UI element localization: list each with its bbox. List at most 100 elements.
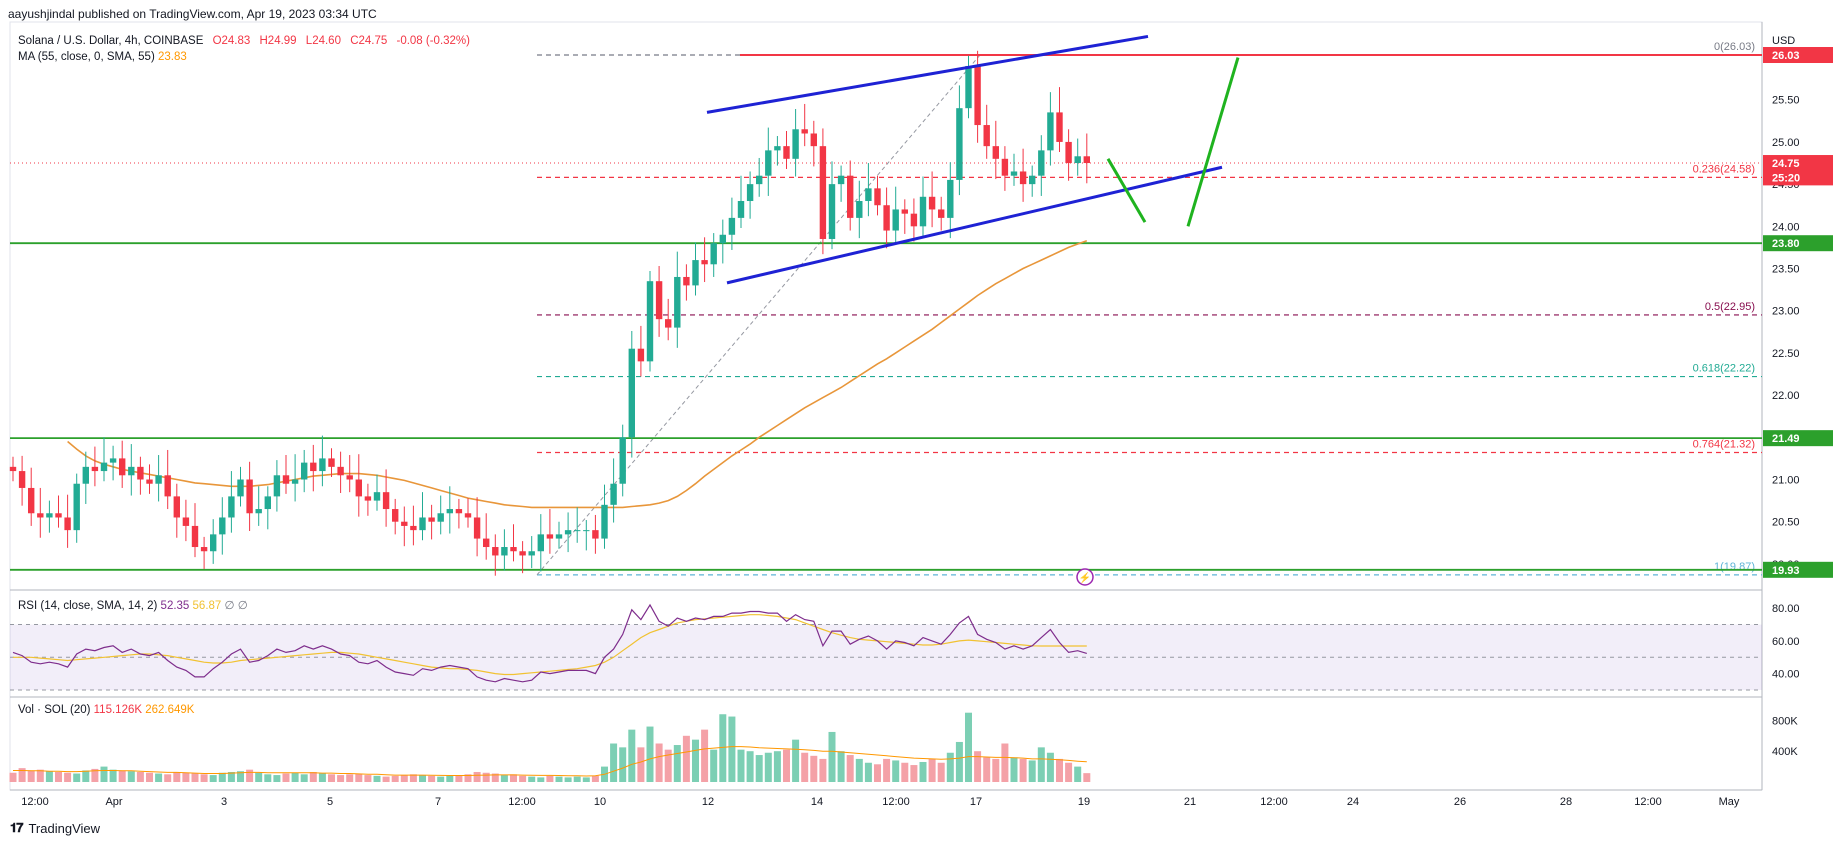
volume-bar (946, 752, 954, 782)
candle-body (737, 201, 745, 218)
volume-bar (673, 745, 681, 782)
volume-bar (992, 758, 1000, 782)
volume-bar (164, 774, 172, 782)
high-value: H24.99 (259, 35, 297, 47)
price-axis-badge (1763, 430, 1833, 447)
volume-bar (955, 741, 963, 782)
volume-bar (528, 776, 536, 782)
rsi-value: 52.35 (160, 600, 190, 612)
volume-bar (264, 774, 272, 782)
time-tick-label: 12:00 (508, 796, 536, 808)
candle-body (710, 243, 717, 265)
candle-body (1029, 175, 1036, 185)
fib-level-label: 0(26.03) (1714, 41, 1755, 53)
candle-body (437, 513, 444, 522)
time-tick-label: 26 (1454, 796, 1466, 808)
price-tick-label: 22.00 (1772, 390, 1800, 402)
volume-bar (118, 770, 126, 782)
price-tick-label: 23.00 (1772, 306, 1800, 318)
rsi-legend: RSI (14, close, SMA, 14, 2) 52.35 56.87 … (18, 598, 248, 612)
open-value: O24.83 (212, 35, 251, 47)
time-tick-label: 21 (1184, 796, 1196, 808)
candle-body (64, 517, 71, 531)
volume-bar (27, 770, 35, 782)
time-tick-label: 12 (702, 796, 714, 808)
price-axis-badge-label: 19.93 (1772, 565, 1800, 577)
volume-label: Vol · SOL (20) (18, 704, 91, 716)
volume-bar (1019, 758, 1027, 782)
volume-bar (500, 775, 508, 782)
volume-bar (919, 761, 927, 782)
volume-bar (45, 771, 53, 782)
rsi-line (12, 603, 1087, 683)
tradingview-footer[interactable]: 𝟏𝟕 TradingView (10, 820, 100, 836)
candle-body (146, 479, 153, 484)
candle-body (810, 133, 817, 147)
volume-bar (619, 747, 627, 782)
volume-bar (974, 751, 982, 782)
candle-body (928, 196, 936, 210)
volume-bar (246, 769, 254, 782)
candle-body (219, 517, 226, 535)
volume-bar (591, 775, 599, 782)
candle-body (992, 146, 999, 159)
volume-bar (437, 776, 445, 782)
candle-body (1074, 156, 1081, 164)
volume-bar (546, 775, 554, 782)
volume-ma-value: 262.649K (145, 704, 195, 716)
volume-bar (910, 765, 918, 782)
candle-body (291, 479, 299, 484)
volume-bar (464, 774, 472, 782)
lightning-event-icon (1076, 568, 1094, 586)
candle-body (938, 209, 945, 218)
time-tick-label: 12:00 (21, 796, 49, 808)
candle-body (9, 466, 17, 472)
candle-body (983, 125, 990, 147)
candle-body (765, 150, 772, 176)
price-tick-label: 21.00 (1772, 475, 1800, 487)
volume-bar (746, 751, 754, 782)
volume-bar (610, 743, 618, 782)
price-tick-label: 25.50 (1772, 95, 1800, 107)
candle-body (628, 348, 635, 438)
candle-body (637, 348, 645, 362)
volume-bar (664, 749, 672, 782)
candle-body (373, 492, 381, 501)
volume-bar (91, 768, 99, 782)
volume-bar (883, 758, 891, 782)
candle-body (610, 483, 617, 505)
time-tick-label: 10 (594, 796, 606, 808)
tradingview-logo-icon: 𝟏𝟕 (10, 820, 24, 835)
candle-body (210, 534, 217, 552)
close-value: C24.75 (350, 35, 388, 47)
candle-body (1083, 156, 1090, 164)
volume-bar (491, 773, 499, 782)
candle-body (956, 108, 963, 180)
candle-body (519, 551, 526, 556)
volume-bar (874, 764, 881, 782)
candle-body (601, 504, 608, 539)
volume-bar (928, 758, 936, 782)
candle-body (392, 509, 399, 522)
volume-bar (965, 712, 972, 782)
volume-bar (382, 776, 390, 782)
volume-bar (1056, 758, 1063, 782)
fib-level-label: 0.5(22.95) (1705, 301, 1755, 313)
candle-body (801, 129, 808, 134)
candle-body (82, 466, 89, 484)
candle-body (865, 188, 872, 202)
rsi-tick-label: 60.00 (1772, 636, 1800, 648)
candle-body (910, 213, 918, 227)
candle-body (91, 466, 99, 472)
candle-body (355, 479, 362, 497)
candle-body (155, 475, 162, 484)
candle-body (18, 471, 26, 488)
candle-body (273, 475, 281, 497)
volume-bar (373, 775, 381, 782)
moving-average-line (67, 239, 1088, 509)
candle-body (128, 466, 135, 476)
time-tick-label: 17 (970, 796, 982, 808)
rsi-label: RSI (14, close, SMA, 14, 2) (18, 600, 158, 612)
volume-bar (755, 755, 763, 782)
